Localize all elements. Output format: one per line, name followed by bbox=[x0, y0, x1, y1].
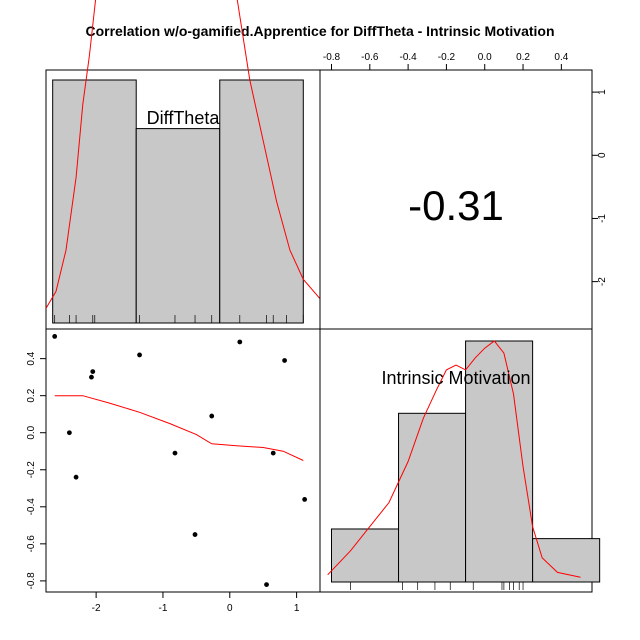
right-axis-tick-label: 1 bbox=[597, 89, 608, 95]
panel-intrinsic-histogram: Intrinsic Motivation bbox=[319, 328, 601, 593]
top-axis-tick-label: -0.2 bbox=[438, 52, 456, 63]
scatter-point bbox=[302, 496, 308, 502]
top-axis-tick-label: 0.4 bbox=[554, 52, 568, 63]
scatter-point bbox=[282, 358, 287, 363]
difftheta-rug bbox=[54, 315, 304, 323]
left-axis-tick-label: 0.4 bbox=[26, 351, 37, 365]
left-axis-tick-label: 0.2 bbox=[26, 388, 37, 402]
chart-title: Correlation w/o-gamified.Apprentice for … bbox=[85, 23, 554, 39]
difftheta-bottom-axis: -2 -1 0 1 bbox=[92, 591, 300, 614]
bottom-axis-tick-label: 1 bbox=[294, 603, 300, 614]
scatter-point bbox=[209, 413, 215, 419]
top-axis-tick-label: -0.6 bbox=[361, 52, 379, 63]
scatter-point bbox=[66, 430, 72, 436]
difftheta-histogram-bars bbox=[52, 79, 304, 324]
right-axis-tick-label: -2 bbox=[597, 277, 608, 286]
correlation-value-label: -0.31 bbox=[408, 182, 504, 229]
left-axis-tick-label: -0.2 bbox=[26, 461, 37, 479]
scatter-point bbox=[264, 582, 269, 587]
difftheta-density-curve bbox=[45, 0, 321, 309]
panel-difftheta-histogram: DiffTheta bbox=[45, 0, 321, 330]
panel-scatter: -0.8 -0.6 -0.4 -0.2 0.0 0.2 0.4 -2 -1 0 1 bbox=[26, 328, 321, 614]
panel-correlation-value: -0.31 -0.8 -0.6 -0.4 -0.2 0.0 0.2 0.4 -2 -1 0 1 bbox=[319, 52, 608, 330]
left-axis-tick-label: -0.6 bbox=[26, 535, 37, 553]
difftheta-variable-label: DiffTheta bbox=[147, 108, 221, 128]
top-axis-tick-label: -0.4 bbox=[399, 52, 417, 63]
intrinsic-variable-label: Intrinsic Motivation bbox=[381, 368, 530, 388]
scatter-point bbox=[237, 339, 243, 345]
bottom-axis-tick-label: 0 bbox=[227, 603, 233, 614]
intrinsic-histogram-bars bbox=[330, 340, 601, 583]
intrinsic-density-curve bbox=[327, 340, 581, 578]
difftheta-histogram-bar bbox=[135, 128, 221, 324]
scatter-point bbox=[90, 369, 96, 374]
intrinsic-histogram-bar bbox=[398, 412, 467, 583]
scatter-point bbox=[89, 374, 94, 380]
panel-frame-bottom-left bbox=[45, 328, 321, 593]
right-axis-tick-label: -1 bbox=[597, 214, 608, 223]
scatter-point bbox=[52, 334, 58, 339]
scatter-point bbox=[270, 450, 276, 456]
difftheta-histogram-bar bbox=[219, 79, 304, 324]
intrinsic-histogram-bar bbox=[532, 538, 601, 583]
scatter-point bbox=[172, 450, 178, 456]
panel-frame-bottom-right bbox=[319, 328, 593, 593]
bottom-axis-tick-label: -1 bbox=[158, 603, 167, 614]
left-axis-tick-label: 0.0 bbox=[26, 425, 37, 439]
intrinsic-histogram-bar bbox=[465, 340, 534, 583]
top-axis-tick-label: 0.2 bbox=[516, 52, 530, 63]
difftheta-histogram-bar bbox=[52, 79, 137, 324]
intrinsic-top-axis: -0.8 -0.6 -0.4 -0.2 0.0 0.2 0.4 bbox=[323, 52, 569, 71]
scatter-point bbox=[192, 532, 198, 537]
top-axis-tick-label: -0.8 bbox=[323, 52, 341, 63]
top-axis-tick-label: 0.0 bbox=[478, 52, 492, 63]
scatter-points bbox=[52, 334, 308, 587]
left-axis-tick-label: -0.8 bbox=[26, 572, 37, 590]
scatter-point bbox=[73, 474, 79, 480]
intrinsic-left-axis: -0.8 -0.6 -0.4 -0.2 0.0 0.2 0.4 bbox=[26, 351, 47, 590]
intrinsic-histogram-bar bbox=[330, 528, 400, 583]
scatter-smooth-line bbox=[54, 395, 304, 461]
left-axis-tick-label: -0.4 bbox=[26, 498, 37, 516]
intrinsic-rug bbox=[350, 582, 524, 590]
scatter-point bbox=[137, 352, 142, 358]
right-axis-tick-label: 0 bbox=[597, 152, 608, 158]
bottom-axis-tick-label: -2 bbox=[92, 603, 101, 614]
difftheta-right-axis: -2 -1 0 1 bbox=[591, 89, 608, 286]
